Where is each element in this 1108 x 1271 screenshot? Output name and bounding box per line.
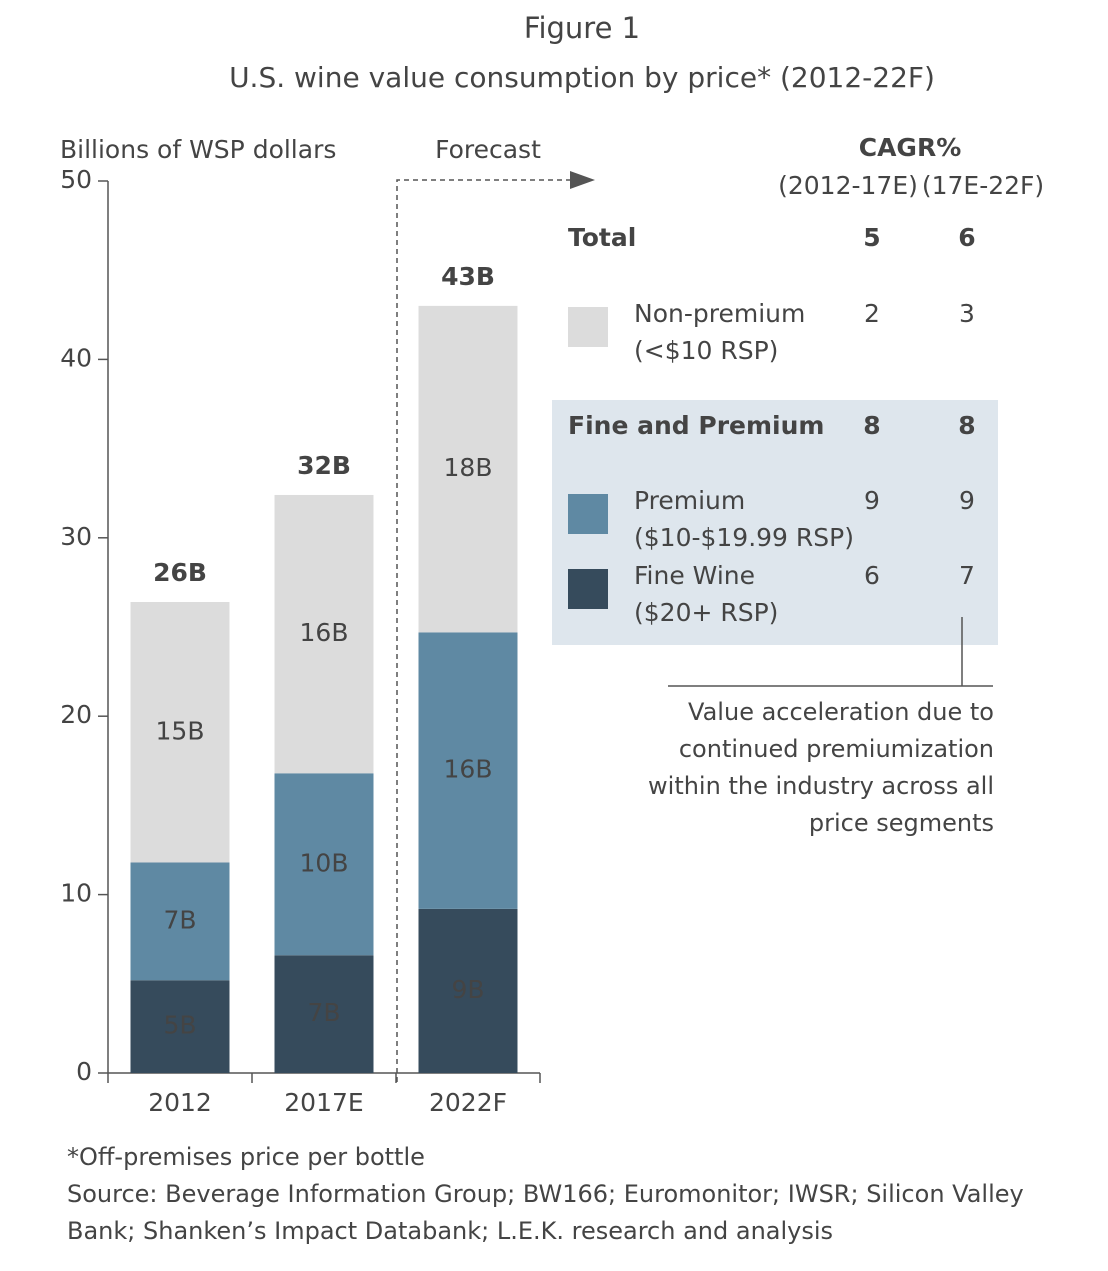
cagr-column: (2012-17E) bbox=[778, 171, 918, 200]
source: Source: Beverage Information Group; BW16… bbox=[67, 1180, 1024, 1245]
bar-segment bbox=[274, 955, 374, 1073]
legend-range: (<$10 RSP) bbox=[634, 336, 778, 365]
group-name: Total bbox=[568, 223, 636, 252]
chart-title: U.S. wine value consumption by price* (2… bbox=[229, 61, 935, 94]
bar-segment bbox=[418, 908, 518, 1073]
total-label: 43B bbox=[441, 262, 495, 291]
legend-swatch bbox=[568, 494, 608, 534]
bar-segment bbox=[130, 602, 230, 863]
cagr-value: 3 bbox=[959, 299, 975, 328]
legend-label: Non-premium bbox=[634, 299, 805, 328]
cagr-value: 6 bbox=[958, 223, 975, 252]
legend-label: Premium bbox=[634, 486, 745, 515]
value-label: 10B bbox=[300, 848, 349, 877]
legend-swatch bbox=[568, 569, 608, 609]
y-tick-label: 0 bbox=[76, 1057, 92, 1086]
y-tick-label: 10 bbox=[60, 879, 92, 908]
group-name: Fine and Premium bbox=[568, 411, 824, 440]
value-label: 5B bbox=[163, 1011, 196, 1040]
value-label: 16B bbox=[300, 618, 349, 647]
legend-swatch bbox=[568, 307, 608, 347]
bar-segment bbox=[418, 305, 518, 633]
cagr-column: (17E-22F) bbox=[922, 171, 1044, 200]
cagr-value: 9 bbox=[959, 486, 975, 515]
cagr-title: CAGR% bbox=[859, 133, 962, 162]
footnote: *Off-premises price per bottle bbox=[67, 1143, 425, 1171]
cagr-value: 7 bbox=[959, 561, 975, 590]
bar-segment bbox=[130, 862, 230, 981]
cagr-value: 9 bbox=[864, 486, 880, 515]
x-tick-label: 2017E bbox=[284, 1088, 363, 1117]
value-label: 7B bbox=[307, 998, 340, 1027]
cagr-value: 8 bbox=[958, 411, 975, 440]
y-axis-label: Billions of WSP dollars bbox=[60, 135, 336, 164]
legend-range: ($20+ RSP) bbox=[634, 598, 778, 627]
figure-label: Figure 1 bbox=[524, 11, 640, 45]
cagr-value: 2 bbox=[864, 299, 880, 328]
x-tick-label: 2012 bbox=[148, 1088, 212, 1117]
bar-segment bbox=[274, 494, 374, 774]
legend-range: ($10-$19.99 RSP) bbox=[634, 523, 854, 552]
forecast-divider bbox=[396, 179, 572, 1082]
forecast-label: Forecast bbox=[435, 135, 541, 164]
value-label: 15B bbox=[156, 716, 205, 745]
highlight-panel bbox=[552, 400, 998, 645]
value-label: 9B bbox=[451, 975, 484, 1004]
forecast-arrow bbox=[570, 171, 595, 189]
total-label: 32B bbox=[297, 451, 351, 480]
bar-segment bbox=[418, 632, 518, 909]
total-label: 26B bbox=[153, 558, 207, 587]
cagr-value: 6 bbox=[864, 561, 880, 590]
legend-label: Fine Wine bbox=[634, 561, 755, 590]
y-tick-label: 30 bbox=[60, 522, 92, 551]
y-tick-label: 40 bbox=[60, 343, 92, 372]
value-label: 7B bbox=[163, 905, 196, 934]
value-label: 16B bbox=[444, 755, 493, 784]
bar-segment bbox=[274, 773, 374, 956]
y-tick-label: 50 bbox=[60, 165, 92, 194]
cagr-value: 5 bbox=[863, 223, 880, 252]
annotation: Value acceleration due to continued prem… bbox=[648, 698, 994, 837]
x-tick-label: 2022F bbox=[429, 1088, 507, 1117]
y-tick-label: 20 bbox=[60, 700, 92, 729]
bar-segment bbox=[130, 980, 230, 1073]
cagr-value: 8 bbox=[863, 411, 880, 440]
annotation-bracket bbox=[668, 617, 993, 687]
value-label: 18B bbox=[444, 453, 493, 482]
